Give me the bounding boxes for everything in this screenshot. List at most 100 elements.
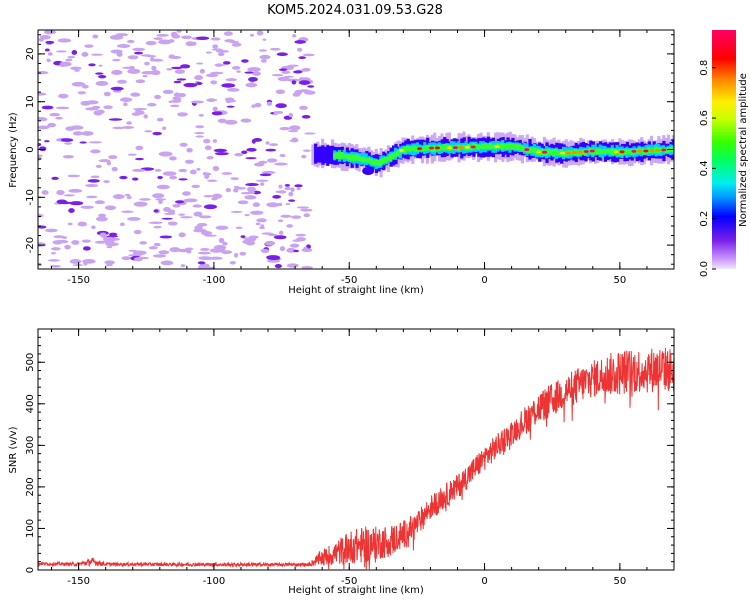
noise-speckle: [198, 256, 212, 261]
noise-speckle: [56, 199, 68, 205]
colorbar-tick-label: 0.2: [699, 211, 710, 227]
noise-speckle: [90, 149, 101, 154]
noise-speckle: [278, 68, 288, 71]
noise-speckle: [167, 221, 178, 226]
noise-speckle: [132, 47, 146, 52]
noise-speckle: [127, 55, 139, 60]
signal-trace-cell: [316, 147, 320, 163]
noise-speckle: [231, 42, 242, 47]
noise-speckle: [103, 105, 113, 110]
signal-hotspot: [399, 148, 405, 152]
noise-speckle: [169, 175, 178, 180]
signal-trace-cell: [318, 146, 323, 163]
noise-speckle: [124, 193, 131, 197]
signal-trace-cell: [608, 149, 612, 154]
noise-speckle: [133, 229, 142, 235]
noise-speckle: [177, 112, 188, 117]
signal-trace-cell: [357, 155, 361, 161]
signal-hotspot: [565, 151, 571, 155]
noise-speckle: [38, 92, 47, 96]
colorbar-ticks: 0.0 0.2 0.4 0.6 0.8: [699, 60, 716, 277]
noise-speckle: [80, 205, 94, 209]
snr-series-line: [38, 347, 674, 570]
noise-speckle: [302, 149, 311, 152]
noise-speckle: [143, 114, 148, 119]
signal-trace-cell: [481, 144, 485, 150]
noise-speckle: [301, 67, 311, 72]
noise-speckle: [105, 242, 119, 247]
signal-trace-cell: [617, 149, 622, 156]
spectrogram-y-tick-label: 20: [25, 48, 36, 61]
signal-trace-cell: [605, 148, 609, 153]
noise-speckle: [197, 251, 212, 255]
noise-speckle: [69, 258, 82, 264]
signal-trace-cell: [474, 143, 478, 149]
snr-y-tick-label: 0: [25, 567, 36, 573]
snr-y-tick-label: 200: [25, 477, 36, 496]
signal-hotspot: [613, 150, 619, 154]
noise-speckle: [287, 64, 299, 67]
noise-speckle: [44, 48, 50, 52]
signal-hotspot: [655, 148, 661, 152]
signal-trace-cell: [503, 143, 507, 149]
noise-speckle: [64, 244, 71, 250]
noise-speckle: [269, 143, 279, 147]
signal-trace-cell: [532, 148, 536, 154]
signal-trace-cell: [423, 145, 427, 151]
noise-speckle: [71, 50, 78, 55]
noise-speckle: [153, 225, 162, 229]
noise-speckle: [207, 179, 218, 182]
noise-speckle: [161, 217, 173, 220]
signal-hotspot: [559, 151, 565, 155]
noise-speckle: [280, 214, 292, 218]
noise-speckle: [275, 103, 287, 109]
noise-speckle: [60, 138, 74, 142]
signal-trace-cell: [498, 143, 502, 149]
noise-speckle: [179, 216, 193, 219]
noise-speckle: [106, 160, 112, 166]
noise-speckle: [152, 131, 162, 136]
noise-speckle: [90, 175, 100, 179]
signal-trace-cell: [647, 147, 651, 154]
noise-speckle: [169, 156, 177, 161]
noise-speckle: [153, 242, 161, 247]
signal-trace-cell: [381, 158, 385, 163]
noise-speckle: [135, 145, 144, 151]
noise-speckle: [251, 104, 256, 108]
noise-speckle: [92, 34, 99, 39]
noise-speckle: [269, 47, 281, 51]
noise-speckle: [51, 176, 59, 180]
noise-speckle: [237, 200, 249, 205]
noise-speckle: [277, 219, 284, 223]
signal-trace-cell: [610, 148, 614, 156]
signal-hotspot: [649, 149, 655, 153]
noise-speckle: [279, 153, 286, 158]
noise-speckle: [288, 191, 294, 197]
signal-trace-cell: [440, 145, 444, 150]
noise-speckle: [258, 49, 268, 52]
noise-speckle: [64, 142, 73, 145]
noise-speckle: [301, 265, 313, 269]
noise-speckle: [85, 183, 99, 188]
noise-speckle: [121, 210, 134, 214]
noise-speckle: [150, 57, 155, 62]
signal-trace-cell: [666, 147, 670, 153]
signal-trace-cell: [515, 144, 519, 150]
noise-speckle: [38, 142, 42, 147]
noise-speckle: [139, 241, 147, 245]
signal-trace-cell: [384, 156, 388, 163]
noise-speckle: [307, 85, 315, 88]
noise-speckle: [261, 170, 276, 175]
noise-speckle: [192, 41, 197, 46]
signal-trace-cell: [379, 158, 383, 166]
signal-trace-cell: [376, 159, 381, 166]
noise-speckle: [45, 228, 58, 233]
noise-speckle: [47, 122, 56, 128]
signal-hotspot: [619, 150, 625, 154]
noise-speckle: [235, 226, 243, 230]
noise-speckle: [45, 40, 55, 44]
noise-speckle: [156, 33, 169, 37]
noise-speckle: [262, 38, 267, 41]
